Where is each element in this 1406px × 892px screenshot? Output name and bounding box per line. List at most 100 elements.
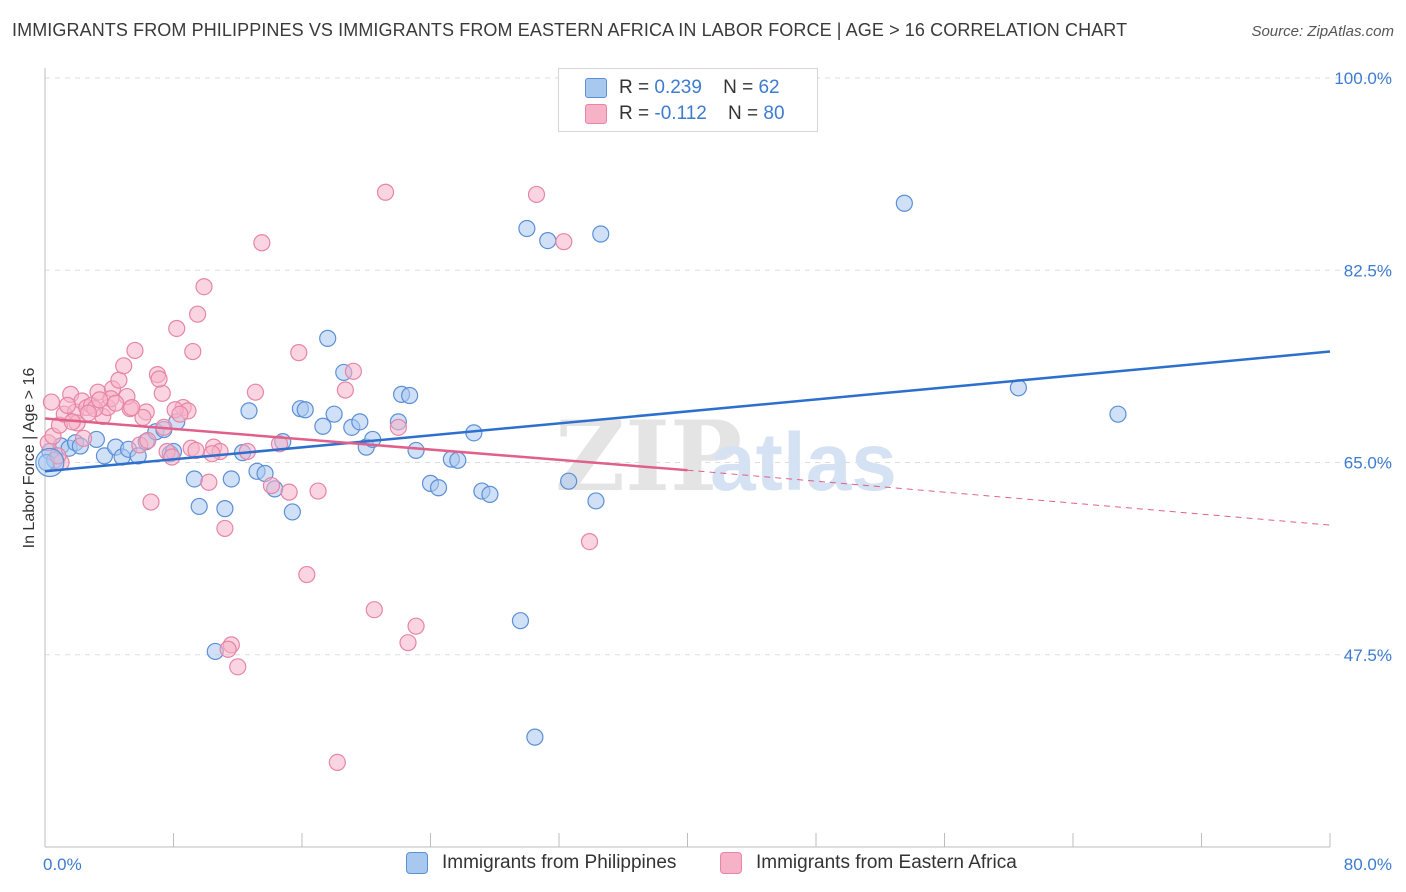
- eastern-africa-point: [407, 617, 425, 635]
- eastern-africa-point: [58, 396, 77, 414]
- philippines-point: [587, 492, 605, 510]
- eastern-africa-point: [219, 640, 237, 658]
- philippines-point: [95, 447, 114, 465]
- philippines-point: [526, 728, 544, 746]
- eastern-africa-point: [139, 431, 157, 450]
- eastern-africa-point: [107, 394, 125, 412]
- legend-n-label: N =: [727, 103, 759, 124]
- watermark: ZIP atlas: [555, 400, 897, 513]
- philippines-point: [283, 503, 301, 521]
- eastern-africa-point: [123, 398, 141, 417]
- eastern-africa-point: [216, 519, 234, 538]
- eastern-africa-point: [555, 233, 573, 251]
- legend-label: Immigrants from Eastern Africa: [756, 852, 1017, 873]
- philippines-point: [401, 386, 419, 405]
- y-axis-title: In Labor Force | Age > 16: [21, 368, 38, 549]
- watermark-atlas: atlas: [710, 417, 897, 508]
- philippines-point: [895, 194, 913, 212]
- legend-r-value: 0.239: [654, 77, 702, 98]
- eastern-africa-point: [49, 447, 67, 465]
- data-points: [35, 183, 1127, 772]
- eastern-africa-point: [110, 371, 128, 389]
- eastern-africa-point: [163, 448, 181, 466]
- eastern-africa-point: [126, 341, 144, 360]
- philippines-point: [539, 231, 557, 250]
- philippines-point: [325, 405, 343, 423]
- blue-swatch-icon: [585, 78, 607, 98]
- eastern-africa-point: [580, 532, 599, 551]
- philippines-point: [481, 485, 499, 503]
- philippines-point: [190, 497, 208, 516]
- eastern-africa-point: [79, 404, 97, 422]
- philippines-point: [407, 441, 425, 460]
- y-tick-label: 65.0%: [1344, 454, 1392, 473]
- eastern-africa-point: [376, 183, 395, 201]
- philippines-point: [511, 612, 530, 630]
- philippines-point: [185, 470, 203, 488]
- philippines-point: [560, 472, 578, 490]
- eastern-africa-point: [184, 342, 202, 361]
- source-label: Source: ZipAtlas.com: [1251, 23, 1394, 40]
- y-tick-label: 100.0%: [1334, 69, 1392, 88]
- philippines-point: [351, 413, 369, 431]
- eastern-africa-point: [91, 391, 109, 409]
- eastern-africa-point: [298, 565, 316, 584]
- eastern-africa-point: [336, 381, 354, 399]
- legend-n-value: 80: [763, 103, 785, 124]
- pink-swatch-icon: [720, 852, 742, 874]
- eastern-africa-point: [389, 418, 407, 436]
- x-tick-label: 0.0%: [43, 855, 82, 874]
- y-tick-label: 47.5%: [1344, 646, 1392, 665]
- philippines-point: [592, 225, 610, 243]
- philippines-point: [449, 451, 467, 469]
- eastern-africa-point: [253, 234, 271, 252]
- legend-row-eastern-africa: R = -0.112 N = 80: [585, 102, 785, 126]
- legend-n-label: N =: [723, 77, 754, 98]
- legend-n-value: 62: [758, 77, 780, 98]
- eastern-africa-point: [344, 362, 362, 380]
- eastern-africa-trend-line: [44, 417, 688, 472]
- eastern-africa-point: [290, 344, 308, 362]
- legend-label: Immigrants from Philippines: [442, 852, 677, 873]
- philippines-cluster-point: [35, 447, 65, 478]
- eastern-africa-point: [246, 383, 265, 401]
- eastern-africa-point: [42, 393, 61, 411]
- legend-r-value: -0.112: [654, 103, 707, 124]
- legend-r-label: R =: [619, 77, 650, 98]
- eastern-africa-point: [229, 658, 247, 676]
- eastern-africa-point: [309, 482, 327, 500]
- x-tick-label: 80.0%: [1344, 855, 1392, 874]
- eastern-africa-point: [168, 319, 186, 338]
- eastern-africa-point: [328, 753, 346, 772]
- philippines-point: [518, 219, 536, 238]
- series-legend: Immigrants from Philippines Immigrants f…: [0, 852, 1406, 878]
- eastern-africa-point: [74, 429, 93, 447]
- watermark-zip: ZIP: [555, 400, 742, 513]
- philippines-point: [1109, 405, 1127, 423]
- legend-r-label: R =: [619, 103, 650, 124]
- eastern-africa-point: [188, 305, 207, 323]
- philippines-trend-line: [44, 350, 1331, 473]
- correlation-legend: R = 0.239 N = 62 R = -0.112 N = 80: [558, 68, 818, 132]
- eastern-africa-point: [142, 493, 160, 511]
- philippines-point: [314, 417, 332, 435]
- eastern-africa-point: [280, 483, 298, 501]
- gridlines: [45, 77, 1392, 656]
- eastern-africa-point: [365, 601, 383, 619]
- legend-row-philippines: R = 0.239 N = 62: [585, 76, 780, 100]
- philippines-point: [216, 500, 234, 518]
- pink-swatch-icon: [585, 104, 607, 124]
- legend-item-eastern-africa: Immigrants from Eastern Africa: [720, 852, 1017, 874]
- philippines-point: [240, 402, 258, 420]
- eastern-africa-point: [115, 357, 133, 375]
- eastern-africa-point: [262, 476, 281, 495]
- chart-title: IMMIGRANTS FROM PHILIPPINES VS IMMIGRANT…: [12, 20, 1128, 40]
- y-tick-label: 82.5%: [1344, 261, 1392, 280]
- philippines-point: [429, 479, 448, 497]
- eastern-africa-point: [200, 473, 218, 491]
- axis-labels: 47.5% 65.0% 82.5% 100.0% 0.0% 80.0% In Labor F…: [21, 69, 1392, 874]
- philippines-point: [222, 470, 240, 488]
- eastern-africa-point: [203, 445, 221, 463]
- eastern-africa-point: [150, 370, 168, 388]
